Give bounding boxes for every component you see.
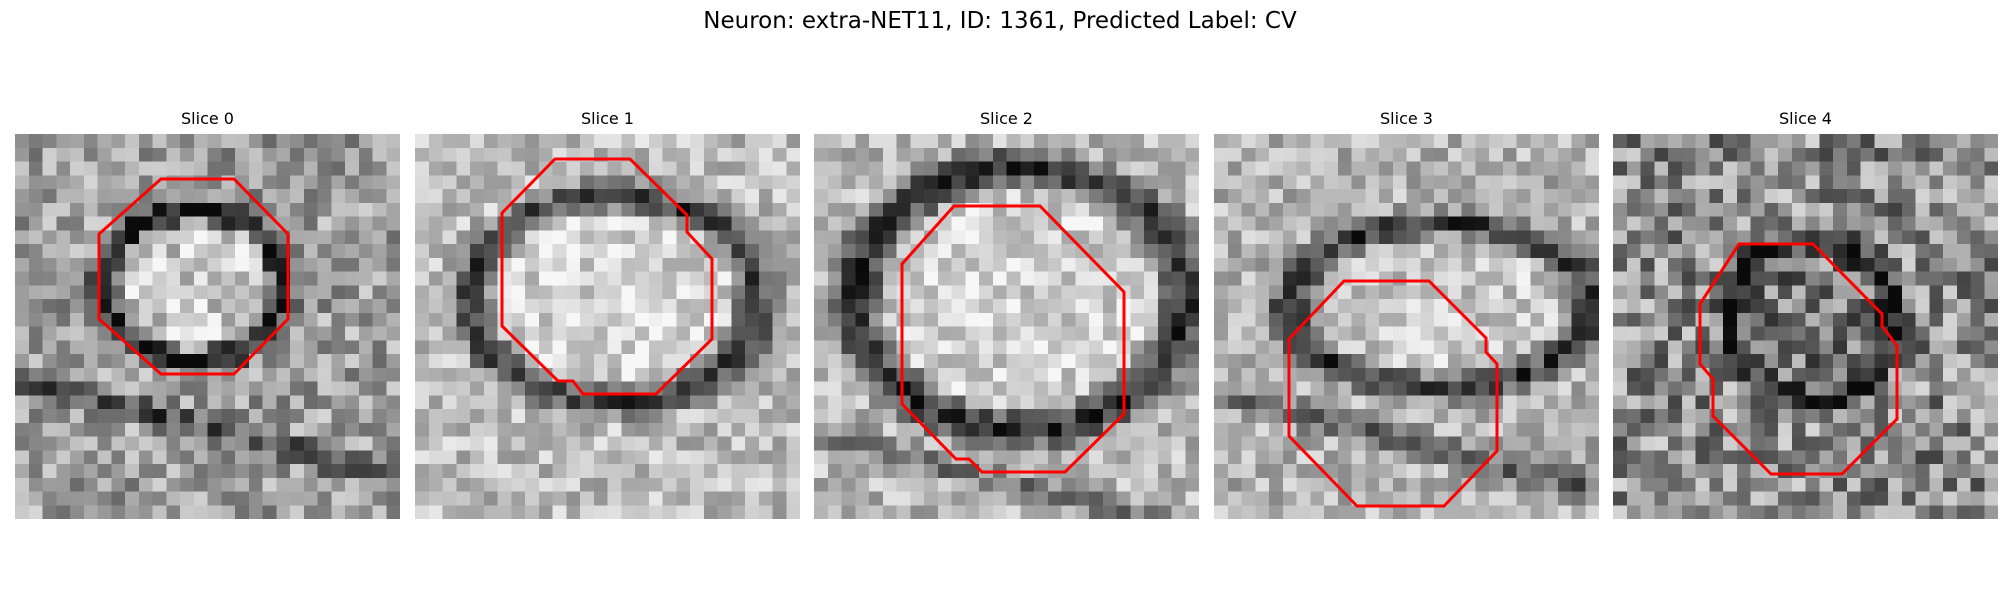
slice-image: [814, 134, 1199, 519]
slice-title: Slice 4: [1779, 109, 1832, 128]
figure-title: Neuron: extra-NET11, ID: 1361, Predicted…: [703, 8, 1297, 34]
slice-panel-4: Slice 4: [1613, 108, 1998, 520]
roi-contour: [97, 177, 290, 376]
slice-image: [1214, 134, 1599, 519]
slice-image: [415, 134, 800, 519]
slice-title: Slice 0: [181, 109, 234, 128]
roi-outline: [500, 157, 714, 396]
slice-title: Slice 1: [581, 109, 634, 128]
slice-image: [1613, 134, 1998, 519]
roi-outline: [97, 177, 290, 376]
slice-panel-0: Slice 0: [15, 108, 400, 520]
roi-contour: [900, 204, 1126, 474]
roi-contour: [1287, 279, 1499, 508]
slice-title: Slice 2: [980, 109, 1033, 128]
roi-outline: [1287, 279, 1499, 508]
slice-panel-3: Slice 3: [1214, 108, 1599, 520]
slice-panel-2: Slice 2: [814, 108, 1199, 520]
roi-contour: [1698, 242, 1899, 476]
slice-image: [15, 134, 400, 519]
roi-contour: [500, 157, 714, 396]
roi-outline: [900, 204, 1126, 474]
slice-title: Slice 3: [1380, 109, 1433, 128]
slice-panel-1: Slice 1: [415, 108, 800, 520]
roi-outline: [1698, 242, 1899, 476]
